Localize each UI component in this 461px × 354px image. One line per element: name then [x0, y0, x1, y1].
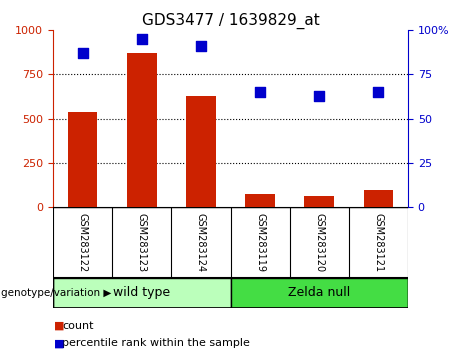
Bar: [304, 195, 334, 207]
Bar: [68, 113, 97, 207]
Bar: [364, 190, 393, 207]
Text: genotype/variation ▶: genotype/variation ▶: [1, 288, 111, 298]
Bar: [53, 278, 230, 308]
Bar: [186, 96, 216, 207]
Text: GSM283123: GSM283123: [137, 213, 147, 272]
Title: GDS3477 / 1639829_at: GDS3477 / 1639829_at: [142, 12, 319, 29]
Point: [197, 43, 205, 49]
Point: [375, 89, 382, 95]
Point: [315, 93, 323, 98]
Text: GSM283122: GSM283122: [77, 213, 88, 272]
Text: percentile rank within the sample: percentile rank within the sample: [62, 338, 250, 348]
Point: [138, 36, 145, 42]
Text: GSM283120: GSM283120: [314, 213, 324, 272]
Text: Zelda null: Zelda null: [288, 286, 350, 299]
Point: [79, 50, 86, 56]
Text: GSM283124: GSM283124: [196, 213, 206, 272]
Point: [256, 89, 264, 95]
Text: ■: ■: [54, 338, 65, 348]
Bar: [230, 278, 408, 308]
Bar: [127, 53, 157, 207]
Text: count: count: [62, 321, 94, 331]
Bar: [245, 194, 275, 207]
Text: wild type: wild type: [113, 286, 170, 299]
Text: GSM283121: GSM283121: [373, 213, 384, 272]
Text: ■: ■: [54, 321, 65, 331]
Text: GSM283119: GSM283119: [255, 213, 265, 272]
